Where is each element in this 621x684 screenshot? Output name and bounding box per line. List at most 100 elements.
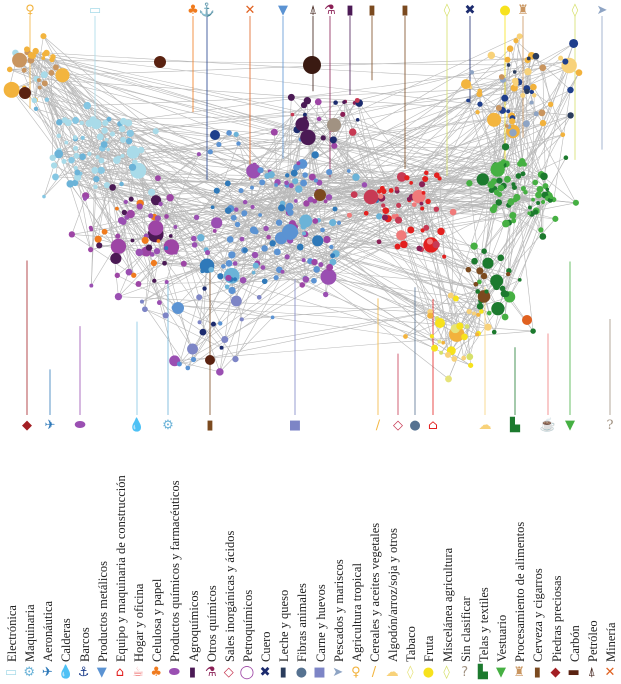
- product-node: [560, 132, 566, 138]
- product-node: [303, 56, 321, 74]
- product-node: [241, 210, 248, 217]
- product-node: [502, 219, 510, 228]
- edge: [89, 153, 469, 270]
- product-node: [461, 355, 467, 361]
- product-node: [285, 173, 290, 178]
- product-node: [212, 229, 217, 233]
- edge: [390, 190, 422, 250]
- product-node: [121, 209, 128, 216]
- product-node: [520, 186, 526, 192]
- product-node: [333, 100, 338, 105]
- product-node: [261, 278, 268, 285]
- edge: [260, 104, 305, 171]
- edge: [35, 50, 123, 130]
- product-node: [44, 97, 50, 102]
- edge: [105, 122, 486, 296]
- edge: [144, 308, 166, 316]
- product-node: [79, 153, 86, 161]
- product-node: [66, 180, 74, 188]
- cup-icon: ☕: [540, 416, 556, 433]
- apple-icon: ●: [422, 665, 435, 680]
- product-node: [439, 350, 444, 355]
- legend-label: Piedras preciosas: [549, 575, 564, 662]
- edge: [316, 55, 532, 270]
- edge: [325, 184, 365, 202]
- edge: [266, 175, 330, 268]
- product-node: [489, 206, 497, 214]
- edge: [231, 275, 314, 281]
- nodes: [3, 33, 583, 383]
- square-icon: ◇: [223, 665, 234, 680]
- edge: [267, 137, 309, 177]
- edge: [34, 99, 60, 151]
- edge: [64, 119, 103, 149]
- edge: [475, 213, 530, 285]
- edge: [483, 257, 501, 277]
- edge: [470, 61, 566, 88]
- legend-label: Agricultura tropical: [349, 563, 364, 662]
- edge: [253, 175, 268, 231]
- product-node: [234, 221, 241, 228]
- product-node: [470, 242, 478, 250]
- product-node: [68, 231, 76, 238]
- flask-icon: ⚗: [324, 3, 336, 18]
- product-node: [519, 158, 526, 165]
- product-node: [575, 69, 583, 76]
- product-node: [497, 254, 505, 262]
- edge: [85, 195, 487, 292]
- edge: [262, 267, 433, 337]
- edge: [179, 297, 200, 365]
- product-node: [280, 269, 285, 274]
- legend-label: Aeronáutica: [41, 600, 56, 662]
- product-node: [336, 220, 342, 225]
- edge: [169, 197, 200, 298]
- product-node: [426, 238, 433, 245]
- product-node: [252, 262, 259, 269]
- product-node: [79, 120, 84, 126]
- edge: [58, 150, 97, 180]
- edge: [328, 276, 482, 312]
- product-node: [242, 247, 248, 253]
- product-node: [445, 375, 452, 383]
- edge: [473, 246, 480, 282]
- product-node: [301, 258, 306, 263]
- product-node: [290, 169, 298, 177]
- product-node: [210, 205, 215, 210]
- product-node: [267, 171, 275, 179]
- product-node: [187, 343, 198, 355]
- edge: [236, 209, 520, 281]
- edge: [403, 236, 435, 349]
- product-node: [135, 248, 144, 257]
- product-node: [104, 137, 109, 142]
- product-node: [433, 206, 440, 212]
- product-node: [325, 194, 333, 201]
- edge: [36, 78, 509, 112]
- gears-icon: ⚙: [162, 418, 174, 433]
- laptop-icon: ▭: [89, 3, 101, 18]
- product-node: [419, 201, 424, 206]
- oil-derrick-icon: ⍋: [587, 665, 596, 680]
- product-node: [506, 63, 511, 67]
- product-node: [172, 302, 184, 314]
- edge: [211, 216, 395, 270]
- legend-label: Telas y textiles: [476, 587, 491, 662]
- edge: [274, 104, 305, 133]
- edge: [102, 147, 123, 157]
- edge: [498, 202, 544, 237]
- product-node: [490, 274, 504, 288]
- edge: [202, 163, 299, 272]
- product-node: [476, 91, 483, 98]
- product-node: [106, 147, 110, 152]
- product-node: [260, 265, 266, 270]
- legend-label: Carbón: [567, 625, 582, 662]
- product-node: [363, 210, 369, 216]
- edge: [513, 212, 530, 222]
- product-node: [312, 198, 318, 204]
- product-node: [88, 225, 93, 230]
- product-node: [495, 199, 503, 206]
- edge: [275, 184, 328, 240]
- edge: [30, 60, 36, 101]
- gears-icon: ⚙: [23, 665, 35, 680]
- product-node: [132, 159, 138, 166]
- product-node: [12, 52, 27, 68]
